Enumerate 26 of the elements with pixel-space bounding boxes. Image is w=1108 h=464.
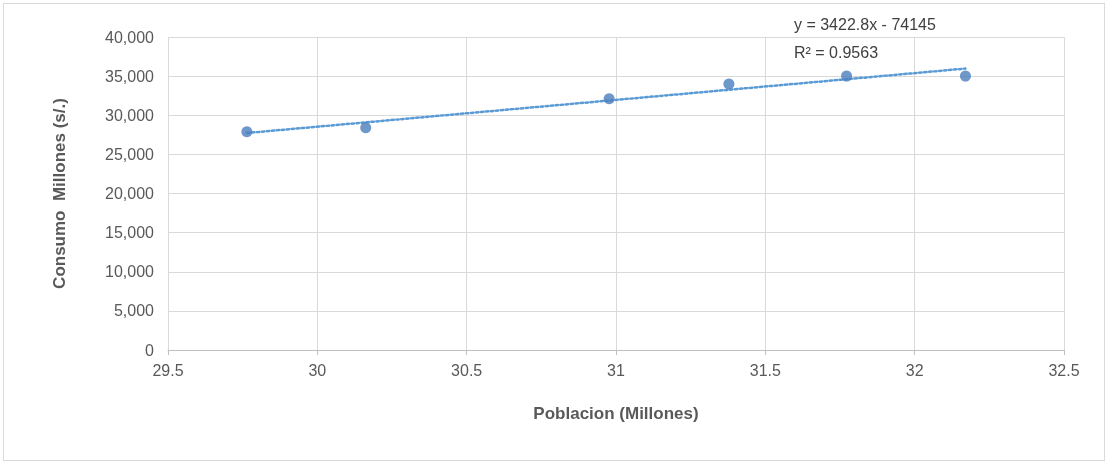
y-tick-label: 15,000 bbox=[105, 224, 155, 242]
y-tick-label: 5,000 bbox=[113, 302, 155, 320]
y-tick-label: 40,000 bbox=[105, 28, 155, 46]
x-tick-label: 29.5 bbox=[152, 361, 184, 379]
point bbox=[959, 70, 971, 82]
point bbox=[241, 126, 253, 138]
point bbox=[603, 93, 615, 105]
y-tick-label: 0 bbox=[145, 341, 155, 359]
y-tick-label: 20,000 bbox=[105, 185, 155, 202]
y-tick-label: 25,000 bbox=[105, 145, 155, 163]
x-tick-label: 32 bbox=[905, 361, 924, 379]
x-tick-label: 30.5 bbox=[451, 361, 483, 379]
annotation: R² = 0.9563 bbox=[794, 43, 879, 61]
y-axis-title: Consumo Millones (s/.) bbox=[50, 98, 69, 289]
y-tick-label: 30,000 bbox=[105, 106, 155, 124]
point bbox=[360, 122, 372, 134]
y-tick-label: 10,000 bbox=[105, 263, 155, 281]
point bbox=[841, 70, 853, 82]
text: y = 3422.8x - 74145 bbox=[794, 15, 936, 33]
x-tick-label: 31.5 bbox=[749, 361, 782, 379]
x-tick-label: 31 bbox=[607, 361, 625, 379]
point bbox=[723, 78, 735, 90]
x-tick-label: 30 bbox=[308, 361, 327, 379]
x-axis-title: Poblacion (Millones) bbox=[533, 404, 699, 423]
y-tick-label: 35,000 bbox=[105, 67, 155, 85]
x-tick-label: 32.5 bbox=[1048, 361, 1080, 379]
